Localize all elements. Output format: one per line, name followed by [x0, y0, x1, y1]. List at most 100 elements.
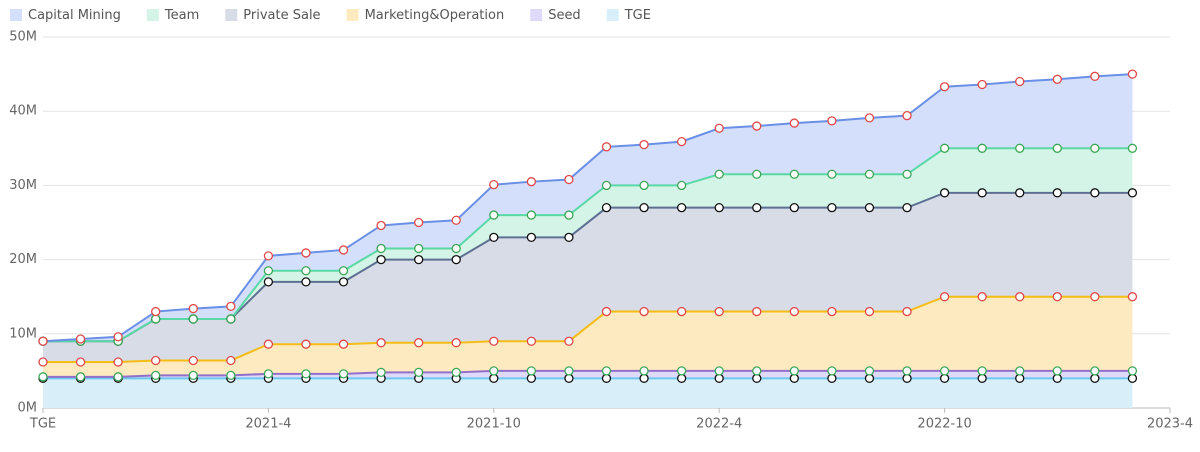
legend-swatch — [10, 9, 22, 21]
point-marker — [1015, 366, 1025, 376]
point-marker — [827, 203, 837, 213]
point-marker — [564, 174, 574, 185]
point-marker — [263, 266, 274, 276]
point-marker — [639, 203, 649, 213]
point-marker — [301, 369, 311, 379]
point-marker — [263, 339, 274, 349]
point-marker — [676, 366, 687, 376]
point-marker — [226, 301, 236, 311]
legend-label[interactable]: Capital Mining — [28, 8, 121, 23]
point-marker — [338, 339, 349, 349]
point-marker — [338, 245, 349, 255]
point-marker — [1052, 292, 1062, 302]
point-marker — [151, 370, 161, 381]
point-marker — [864, 169, 875, 179]
legend-label[interactable]: Private Sale — [243, 8, 320, 23]
point-marker — [451, 254, 461, 265]
x-tick-label: TGE — [29, 417, 56, 432]
point-marker — [564, 336, 574, 346]
legend-swatch — [146, 9, 159, 21]
point-marker — [714, 123, 724, 133]
point-marker — [1127, 292, 1138, 302]
point-marker — [977, 143, 987, 153]
point-marker — [902, 111, 912, 121]
point-marker — [1015, 143, 1025, 153]
point-marker — [526, 177, 537, 187]
point-marker — [38, 357, 48, 367]
point-marker — [601, 180, 612, 191]
point-marker — [789, 118, 799, 128]
point-marker — [676, 203, 687, 213]
point-marker — [301, 248, 311, 258]
point-marker — [939, 143, 950, 153]
point-marker — [1015, 292, 1025, 302]
point-marker — [1090, 71, 1100, 81]
point-marker — [75, 334, 86, 344]
area — [43, 74, 1133, 342]
y-tick-label: 10M — [9, 326, 37, 341]
legend-label[interactable]: Seed — [548, 8, 581, 23]
point-marker — [1090, 366, 1100, 376]
point-marker — [601, 306, 612, 317]
point-marker — [827, 366, 837, 376]
x-tick-label: 2022-10 — [917, 417, 971, 432]
point-marker — [263, 277, 274, 287]
point-marker — [752, 306, 762, 317]
point-marker — [75, 357, 86, 367]
point-marker — [226, 355, 236, 366]
y-tick-label: 30M — [9, 178, 37, 193]
point-marker — [1052, 143, 1062, 153]
point-marker — [376, 338, 386, 348]
point-marker — [526, 232, 537, 242]
point-marker — [338, 266, 349, 276]
legend-label[interactable]: TGE — [624, 8, 651, 23]
point-marker — [263, 369, 274, 379]
point-marker — [38, 336, 48, 346]
point-marker — [301, 339, 311, 349]
x-tick-label: 2021-4 — [245, 417, 291, 432]
point-marker — [489, 180, 499, 190]
point-marker — [338, 277, 349, 287]
point-marker — [827, 116, 837, 126]
point-marker — [338, 369, 349, 379]
legend-label[interactable]: Marketing&Operation — [365, 8, 505, 23]
point-marker — [113, 357, 123, 367]
line — [43, 369, 1133, 378]
area — [43, 192, 1133, 362]
point-marker — [714, 366, 724, 376]
x-tick-label: 2021-10 — [467, 417, 521, 432]
point-marker — [789, 203, 799, 213]
x-tick-label: 2023-4 — [1147, 417, 1193, 432]
point-marker — [414, 243, 424, 254]
legend-label[interactable]: Team — [164, 8, 199, 23]
point-marker — [939, 366, 950, 376]
point-marker — [902, 306, 912, 317]
point-marker — [113, 372, 123, 382]
point-marker — [789, 169, 799, 179]
point-marker — [414, 338, 424, 348]
point-marker — [451, 338, 461, 348]
point-marker — [789, 306, 799, 317]
point-marker — [526, 210, 537, 220]
point-marker — [639, 366, 649, 376]
point-marker — [1052, 188, 1062, 198]
point-marker — [676, 306, 687, 317]
legend-swatch — [225, 9, 238, 21]
point-marker — [151, 306, 161, 317]
point-marker — [752, 366, 762, 376]
point-marker — [188, 314, 198, 324]
point-marker — [1090, 188, 1100, 198]
point-marker — [601, 142, 612, 152]
point-marker — [263, 251, 274, 261]
point-marker — [789, 366, 799, 376]
point-marker — [451, 243, 461, 254]
point-marker — [639, 306, 649, 317]
point-marker — [188, 370, 198, 381]
point-marker — [939, 188, 950, 198]
point-marker — [1052, 74, 1062, 84]
point-marker — [639, 139, 649, 150]
point-marker — [864, 366, 875, 376]
point-marker — [489, 336, 499, 346]
point-marker — [489, 210, 499, 220]
